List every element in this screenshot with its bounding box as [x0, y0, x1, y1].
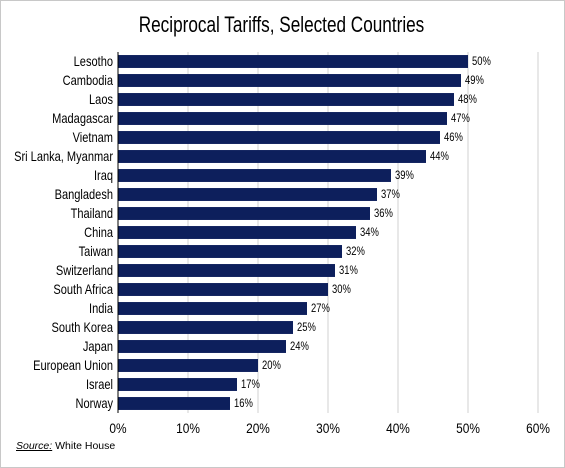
category-label: Switzerland: [56, 263, 113, 278]
category-label: Bangladesh: [55, 187, 114, 202]
x-tick-label: 50%: [456, 420, 480, 436]
x-tick-label: 20%: [246, 420, 270, 436]
value-label: 34%: [360, 226, 379, 239]
value-label: 20%: [262, 359, 281, 372]
bar-china: [118, 226, 356, 239]
bar-south-korea: [118, 321, 293, 334]
bar-switzerland: [118, 264, 335, 277]
value-label: 31%: [339, 264, 358, 277]
bar-madagascar: [118, 112, 447, 125]
value-label: 48%: [458, 93, 477, 106]
value-label: 30%: [332, 283, 351, 296]
value-label: 49%: [465, 74, 484, 87]
value-label: 25%: [297, 321, 316, 334]
category-label: Israel: [86, 377, 113, 392]
source-text: White House: [55, 440, 116, 452]
category-label: South Korea: [52, 320, 114, 335]
category-label: European Union: [33, 358, 113, 373]
category-label: Lesotho: [74, 54, 113, 69]
source-label: Source:: [16, 440, 53, 452]
value-label: 50%: [472, 55, 491, 68]
category-label: Japan: [83, 339, 113, 354]
category-label: Madagascar: [52, 111, 113, 126]
value-label: 32%: [346, 245, 365, 258]
x-tick-label: 40%: [386, 420, 410, 436]
x-tick-label: 10%: [176, 420, 200, 436]
source-note: Source: White House: [16, 440, 115, 452]
category-label: Iraq: [94, 168, 113, 183]
category-label: South Africa: [53, 282, 113, 297]
bar-taiwan: [118, 245, 342, 258]
bar-israel: [118, 378, 237, 391]
bar-norway: [118, 397, 230, 410]
category-label: Taiwan: [79, 244, 114, 259]
category-label: Thailand: [71, 206, 114, 221]
x-tick-label: 30%: [316, 420, 340, 436]
bar-bangladesh: [118, 188, 377, 201]
bar-lesotho: [118, 55, 468, 68]
category-label: Sri Lanka, Myanmar: [14, 149, 113, 164]
value-label: 39%: [395, 169, 414, 182]
bar-south-africa: [118, 283, 328, 296]
value-label: 27%: [311, 302, 330, 315]
bar-laos: [118, 93, 454, 106]
bar-european-union: [118, 359, 258, 372]
bar-japan: [118, 340, 286, 353]
value-label: 44%: [430, 150, 449, 163]
bar-sri-lanka-myanmar: [118, 150, 426, 163]
value-label: 37%: [381, 188, 400, 201]
x-tick-label: 60%: [526, 420, 550, 436]
bar-vietnam: [118, 131, 440, 144]
value-label: 16%: [234, 397, 253, 410]
bar-iraq: [118, 169, 391, 182]
bar-india: [118, 302, 307, 315]
category-label: Laos: [89, 92, 113, 107]
value-label: 36%: [374, 207, 393, 220]
category-label: India: [89, 301, 113, 316]
category-label: Norway: [76, 396, 114, 411]
x-tick-label: 0%: [109, 420, 127, 436]
chart-title: Reciprocal Tariffs, Selected Countries: [138, 12, 425, 37]
bar-cambodia: [118, 74, 461, 87]
value-label: 24%: [290, 340, 309, 353]
value-label: 17%: [241, 378, 260, 391]
category-label: Cambodia: [63, 73, 114, 88]
value-label: 47%: [451, 112, 470, 125]
bar-thailand: [118, 207, 370, 220]
category-label: China: [84, 225, 113, 240]
value-label: 46%: [444, 131, 463, 144]
category-label: Vietnam: [73, 130, 113, 145]
